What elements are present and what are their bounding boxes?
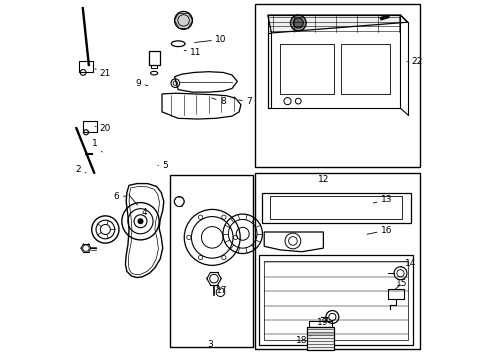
Text: 3: 3 (207, 341, 212, 350)
Bar (258, 255, 412, 345)
Bar (255, 173, 419, 348)
Text: 15: 15 (394, 279, 406, 289)
Bar (255, 4, 419, 167)
Text: 4: 4 (128, 195, 146, 217)
Bar (151, 64, 157, 68)
Circle shape (293, 18, 303, 28)
Text: 16: 16 (366, 226, 392, 235)
Bar (269, 196, 402, 220)
Text: 13: 13 (372, 195, 392, 204)
Text: 21: 21 (95, 69, 110, 78)
Text: 11: 11 (184, 48, 202, 57)
Bar (169, 175, 253, 347)
Circle shape (174, 12, 192, 30)
Text: 6: 6 (113, 192, 126, 201)
Polygon shape (267, 15, 407, 33)
Bar (261, 193, 410, 223)
Bar (280, 44, 333, 94)
Circle shape (290, 15, 305, 31)
Bar (148, 51, 159, 65)
Bar (387, 289, 403, 299)
Text: 2: 2 (76, 165, 86, 174)
Bar (306, 327, 333, 350)
Text: 20: 20 (95, 123, 110, 132)
Bar (308, 320, 332, 327)
Text: 22: 22 (406, 57, 422, 66)
Text: 5: 5 (158, 161, 168, 170)
Circle shape (138, 219, 142, 224)
Text: 1: 1 (92, 139, 102, 152)
Bar (83, 121, 97, 132)
Text: 14: 14 (400, 259, 415, 268)
Text: 10: 10 (194, 35, 226, 44)
Text: 8: 8 (211, 97, 225, 106)
Bar (264, 261, 407, 339)
Text: 18: 18 (296, 336, 310, 345)
Text: 17: 17 (216, 286, 227, 295)
Text: 19: 19 (316, 318, 328, 327)
Bar (341, 44, 389, 94)
Text: 12: 12 (317, 175, 328, 184)
Bar (79, 61, 93, 72)
Text: 9: 9 (135, 79, 147, 88)
Text: 7: 7 (238, 97, 251, 106)
